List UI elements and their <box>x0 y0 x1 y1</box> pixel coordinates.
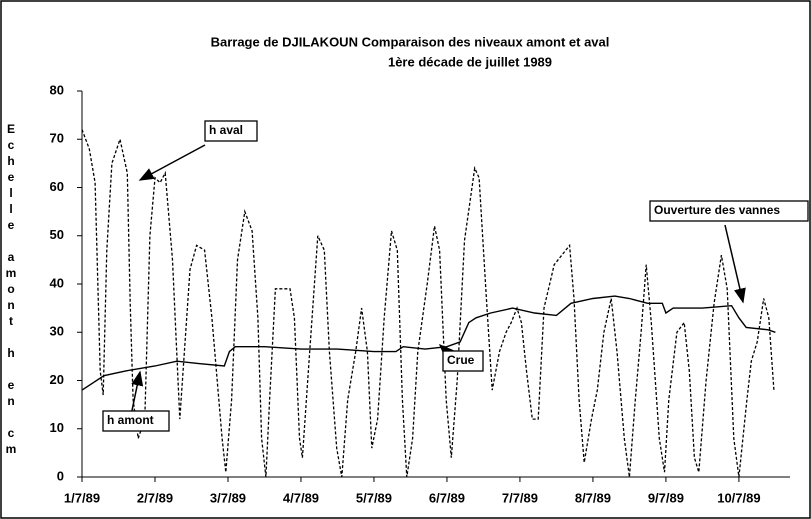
x-tick-label: 10/7/89 <box>717 490 760 505</box>
series-line <box>81 129 775 478</box>
annotation-arrow <box>138 144 206 181</box>
annotation-box <box>649 200 809 222</box>
annotation-arrow <box>724 224 746 304</box>
x-tick-label: 1/7/89 <box>64 490 100 505</box>
annotation: h amont <box>107 413 154 427</box>
y-tick-label: 70 <box>50 131 64 146</box>
annotation: h aval <box>209 123 243 137</box>
y-tick-label: 0 <box>57 468 64 483</box>
x-tick-label: 5/7/89 <box>356 490 392 505</box>
annotation-box <box>442 350 484 372</box>
x-tick-label: 8/7/89 <box>575 490 611 505</box>
series-line <box>81 295 776 391</box>
annotation-box <box>204 120 258 142</box>
y-tick-label: 10 <box>50 420 64 435</box>
x-tick-label: 7/7/89 <box>502 490 538 505</box>
y-tick-label: 30 <box>50 324 64 339</box>
x-tick-label: 3/7/89 <box>210 490 246 505</box>
annotation-box <box>102 410 170 432</box>
y-tick-label: 60 <box>50 179 64 194</box>
chart-subtitle: 1ère décade de juillet 1989 <box>388 54 552 69</box>
x-tick-label: 6/7/89 <box>429 490 465 505</box>
y-tick-label: 50 <box>50 227 64 242</box>
y-tick-label: 20 <box>50 372 64 387</box>
y-tick-label: 80 <box>50 82 64 97</box>
x-tick-label: 2/7/89 <box>137 490 173 505</box>
y-tick-label: 40 <box>50 275 64 290</box>
annotation: Crue <box>447 353 475 367</box>
chart-title: Barrage de DJILAKOUN Comparaison des niv… <box>211 34 610 49</box>
x-tick-label: 4/7/89 <box>283 490 319 505</box>
x-tick-label: 9/7/89 <box>648 490 684 505</box>
y-axis-label: Echelle amont h en cm <box>4 122 18 458</box>
annotation: Ouverture des vannes <box>654 203 780 217</box>
